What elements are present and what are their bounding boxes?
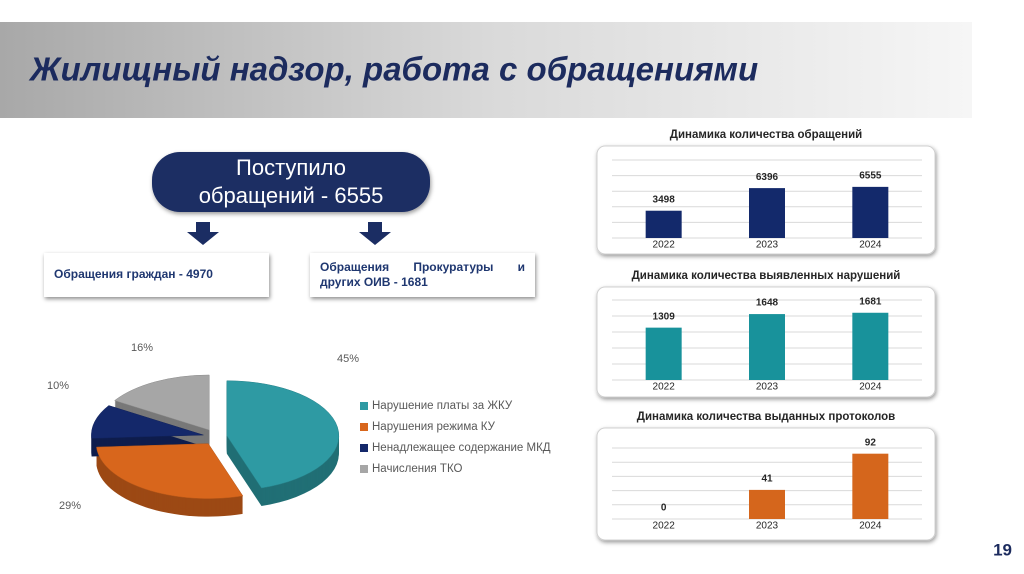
header-band	[0, 22, 972, 118]
data-label: 16%	[131, 342, 153, 354]
info-box: Обращения граждан - 4970	[44, 253, 269, 297]
x-tick-label: 2023	[756, 240, 779, 251]
x-tick-label: 2022	[653, 382, 676, 393]
chart-title: Динамика количества выданных протоколов	[637, 411, 895, 423]
pie-slice	[226, 380, 340, 489]
slide-title: Жилищный надзор, работа с обращениями	[28, 51, 758, 88]
data-label: 92	[865, 437, 877, 448]
x-tick-label: 2022	[653, 521, 676, 532]
data-label: 6396	[756, 172, 779, 183]
pie-slice	[91, 405, 204, 439]
legend-swatch	[360, 444, 368, 452]
x-tick-label: 2024	[859, 382, 882, 393]
data-label: 1681	[859, 296, 882, 307]
x-tick-label: 2024	[859, 521, 882, 532]
summary-line: Поступило	[236, 155, 346, 180]
info-box: Обращения Прокуратуры и других ОИВ - 168…	[310, 253, 535, 297]
bar	[645, 210, 682, 238]
arrow	[187, 222, 219, 245]
page-number: 19	[993, 540, 1012, 559]
data-label: 29%	[59, 500, 81, 512]
legend-swatch	[360, 465, 368, 473]
bar	[749, 489, 785, 519]
chart-title: Динамика количества обращений	[670, 129, 862, 141]
bar	[749, 314, 785, 380]
data-label: 41	[761, 474, 773, 485]
bar	[852, 312, 889, 380]
chart-title: Динамика количества выявленных нарушений	[632, 270, 901, 282]
panel	[596, 427, 936, 541]
summary-line: обращений - 6555	[199, 183, 384, 208]
legend-swatch	[360, 402, 368, 410]
data-label: 1648	[756, 298, 779, 309]
bar	[749, 188, 785, 238]
data-label: 45%	[337, 353, 359, 365]
legend-label: Начисления ТКО	[372, 463, 463, 475]
x-tick-label: 2022	[653, 240, 676, 251]
legend-label: Нарушения режима КУ	[372, 421, 496, 433]
data-label: 6555	[859, 171, 882, 182]
data-label: 0	[661, 503, 667, 514]
bar	[852, 186, 889, 238]
legend-swatch	[360, 423, 368, 431]
arrow	[359, 222, 391, 245]
summary-box	[152, 152, 430, 212]
x-tick-label: 2024	[859, 240, 882, 251]
x-tick-label: 2023	[756, 521, 779, 532]
bar	[645, 327, 682, 380]
pie-slice	[96, 443, 244, 499]
data-label: 3498	[653, 194, 676, 205]
legend-label: Ненадлежащее содержание МКД	[372, 442, 551, 454]
data-label: 10%	[47, 380, 69, 392]
legend-label: Нарушение платы за ЖКУ	[372, 400, 513, 412]
data-label: 1309	[653, 311, 676, 322]
x-tick-label: 2023	[756, 382, 779, 393]
pie-slice	[114, 374, 210, 431]
bar	[852, 453, 889, 519]
